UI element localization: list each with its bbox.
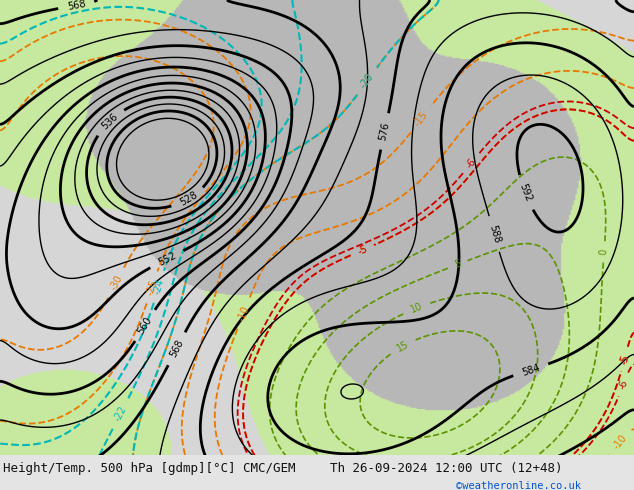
Text: 15: 15 [395, 339, 410, 354]
Text: -25: -25 [145, 278, 159, 296]
Text: 0: 0 [599, 248, 609, 255]
Text: 568: 568 [168, 338, 185, 359]
Text: 5: 5 [453, 259, 462, 270]
Text: 10: 10 [409, 301, 424, 315]
Text: ©weatheronline.co.uk: ©weatheronline.co.uk [456, 481, 581, 490]
Text: Th 26-09-2024 12:00 UTC (12+48): Th 26-09-2024 12:00 UTC (12+48) [330, 462, 562, 475]
Text: 592: 592 [517, 182, 533, 203]
Text: 568: 568 [67, 0, 86, 12]
Text: -5: -5 [618, 353, 631, 365]
Text: 536: 536 [100, 111, 120, 131]
Text: Height/Temp. 500 hPa [gdmp][°C] CMC/GEM: Height/Temp. 500 hPa [gdmp][°C] CMC/GEM [3, 462, 295, 475]
Text: 576: 576 [378, 121, 392, 142]
Text: -5: -5 [618, 353, 631, 365]
Text: -5: -5 [356, 244, 369, 257]
Text: 528: 528 [178, 190, 199, 208]
Text: -5: -5 [356, 244, 369, 257]
Text: -30: -30 [108, 273, 124, 292]
Text: 588: 588 [487, 224, 501, 244]
Text: -10: -10 [611, 433, 629, 451]
Text: -20: -20 [358, 72, 376, 91]
Text: 584: 584 [521, 362, 541, 377]
Text: -24: -24 [152, 278, 166, 296]
FancyBboxPatch shape [0, 455, 634, 490]
Text: -10: -10 [236, 304, 251, 322]
Text: 560: 560 [136, 315, 154, 336]
Text: -22: -22 [112, 404, 129, 423]
Text: 576: 576 [507, 467, 529, 484]
Text: -6: -6 [617, 378, 630, 391]
Text: 552: 552 [156, 250, 178, 268]
Text: -15: -15 [412, 110, 430, 128]
Text: -6: -6 [464, 156, 478, 170]
Text: -20: -20 [358, 72, 376, 91]
